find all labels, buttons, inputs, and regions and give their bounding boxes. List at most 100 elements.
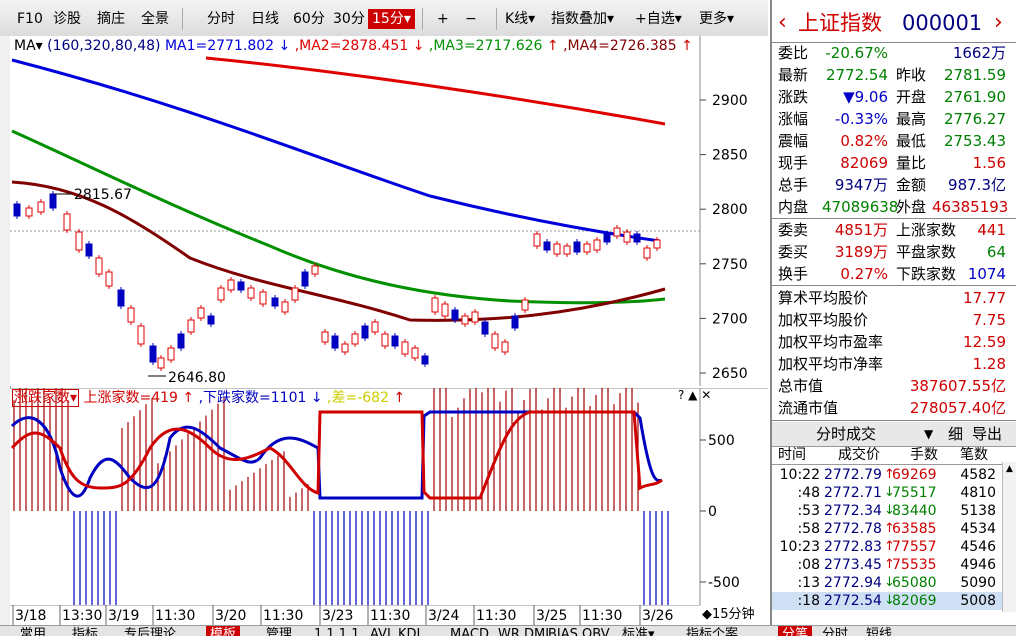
candle-body	[207, 315, 215, 325]
price-chart-pane[interactable]: 2900 2850 2800 2750 2700 2650 2815.67 2646.80 M…	[10, 36, 768, 386]
quote-value: 82069	[840, 154, 888, 172]
tab-manage[interactable]: 管理	[266, 627, 293, 636]
breadth-value: 441	[977, 221, 1006, 239]
candle-body	[227, 279, 235, 291]
candle-body	[461, 315, 469, 325]
tab-standard[interactable]: 标准▾	[622, 627, 655, 636]
time-tick-label: 11:30	[476, 608, 516, 624]
next-security-button[interactable]: ›	[994, 10, 1003, 35]
tick-price: 2772.83	[824, 539, 882, 555]
quote-label: 总手	[778, 176, 809, 194]
diff-arrow: ↑	[393, 390, 406, 406]
quote-value: -0.33%	[834, 110, 888, 128]
tick-count: 4810	[960, 485, 996, 501]
tab-indicators[interactable]: 指标	[72, 627, 99, 636]
candle-body	[653, 239, 661, 249]
daily-button[interactable]: 日线	[251, 11, 279, 27]
time-tick-label: 11:30	[582, 608, 622, 624]
candle-body	[281, 301, 289, 313]
diagnose-button[interactable]: 诊股	[53, 11, 81, 27]
candle-body	[583, 243, 591, 253]
tab-template[interactable]: 模板	[206, 626, 241, 636]
candle-body	[623, 231, 631, 243]
candle-body	[633, 233, 641, 243]
quote-label: 量比	[896, 154, 927, 172]
dealer-button[interactable]: 摘庄	[97, 11, 125, 27]
60min-button[interactable]: 60分	[293, 11, 325, 27]
quote-value: 0.82%	[840, 132, 888, 150]
candle-body	[573, 241, 581, 253]
candle-body	[75, 231, 83, 251]
tick-row: :08 2773.45 ↑ 75535 4946	[772, 556, 1002, 574]
tab-obv[interactable]: OBV	[582, 627, 610, 636]
tick-count: 5008	[960, 593, 996, 609]
f10-button[interactable]: F10	[17, 11, 43, 27]
candle-body	[361, 325, 369, 339]
15min-dropdown[interactable]: 15分▾	[368, 9, 415, 29]
tab-avi[interactable]: AVI	[370, 627, 391, 636]
order-value: 0.27%	[840, 265, 888, 283]
tick-count: 4546	[960, 539, 996, 555]
breadth-selector[interactable]: 涨跌家数▾	[12, 389, 80, 407]
tick-count: 5138	[960, 503, 996, 519]
divider	[772, 285, 1016, 286]
tab-indicator-case[interactable]: 指标个案	[686, 627, 739, 636]
quote-label: 金额	[896, 176, 927, 194]
tick-price: 2772.94	[824, 575, 882, 591]
tab-numbers[interactable]: 1 1 1 1	[314, 627, 360, 636]
intraday-button[interactable]: 分时	[207, 11, 235, 27]
tab-ticks[interactable]: 分笔	[778, 626, 813, 636]
up-count-line	[10, 410, 663, 500]
ticks-dropdown[interactable]: ▼	[924, 427, 934, 441]
candle-body	[117, 289, 125, 307]
zoom-out-button[interactable]: −	[465, 11, 477, 27]
tick-volume: 77557	[892, 539, 937, 555]
kline-dropdown[interactable]: K线▾	[505, 11, 536, 27]
tick-dir: ↑	[884, 467, 895, 482]
watchlist-dropdown[interactable]: +自选▾	[635, 11, 682, 27]
export-button[interactable]: 导出	[972, 425, 1003, 443]
tab-shortline[interactable]: 短线	[866, 627, 893, 636]
tab-kdj[interactable]: KDJ	[398, 627, 421, 636]
market-label: 加权平均市净率	[778, 355, 884, 373]
tick-dir: ↑	[884, 539, 895, 554]
market-value: 17.77	[963, 289, 1006, 307]
candle-body	[217, 287, 225, 301]
tab-macd[interactable]: MACD	[450, 627, 489, 636]
tab-timeshare[interactable]: 分时	[822, 627, 849, 636]
candle-body	[197, 307, 205, 319]
panorama-button[interactable]: 全景	[141, 11, 169, 27]
candle-body	[391, 335, 399, 347]
high-annotation: 2815.67	[74, 187, 132, 203]
breadth-chart-pane[interactable]: 10005000-500-1000 涨跌家数▾ 上涨家数=419 ↑ ,下跌家数…	[10, 362, 768, 636]
tab-common[interactable]: 常用	[20, 627, 47, 636]
price-tick-label: 2900	[712, 93, 748, 109]
toolbar-divider	[422, 8, 423, 30]
tab-wr[interactable]: WR	[498, 627, 520, 636]
prev-security-button[interactable]: ‹	[778, 10, 787, 35]
price-chart-bg	[10, 36, 768, 386]
breadth-value: 1074	[967, 265, 1006, 283]
scroll-up-icon[interactable]: ▲	[1006, 464, 1013, 474]
bottom-tab-bar: 常用 指标 专后理论 模板 管理 1 1 1 1 AVI KDJ MACD WR…	[0, 625, 1016, 636]
detail-button[interactable]: 细	[948, 425, 964, 443]
pane-controls[interactable]: ? ▲ ✕	[678, 388, 712, 402]
tab-dmi[interactable]: DMI	[524, 627, 550, 636]
tab-bias[interactable]: BIAS	[548, 627, 578, 636]
more-dropdown[interactable]: 更多▾	[699, 11, 735, 27]
candle-body	[291, 287, 299, 301]
ma-selector[interactable]: MA▾	[14, 38, 43, 54]
candle-body	[105, 271, 113, 287]
col-volume: 手数	[910, 447, 938, 463]
index-overlay-dropdown[interactable]: 指数叠加▾	[551, 11, 615, 27]
price-tick-label: 2800	[712, 202, 748, 218]
candle-body	[301, 271, 309, 287]
ticks-scrollbar[interactable]: ▲	[1002, 462, 1016, 612]
zoom-in-button[interactable]: +	[437, 11, 449, 27]
candle-body	[401, 341, 409, 355]
quote-value: 2753.43	[943, 132, 1006, 150]
ticks-title: 分时成交	[816, 425, 877, 443]
30min-button[interactable]: 30分	[333, 11, 365, 27]
tab-theory[interactable]: 专后理论	[124, 627, 177, 636]
quote-label: 开盘	[896, 88, 927, 106]
